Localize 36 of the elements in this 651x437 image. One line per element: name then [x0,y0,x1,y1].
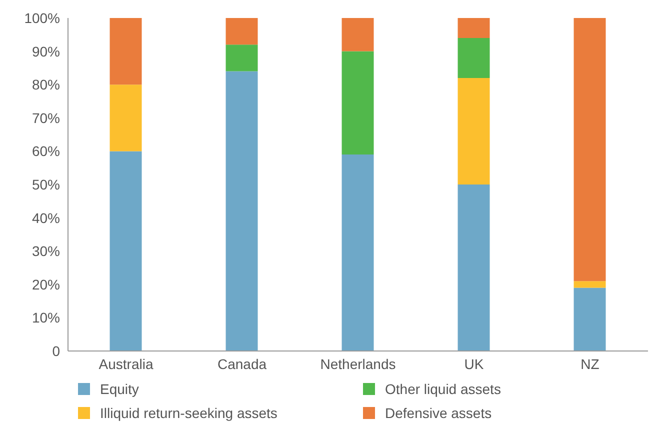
y-tick-label: 70% [32,110,60,126]
bar [110,84,142,152]
y-tick-label: 90% [32,43,60,60]
legend-label: Other liquid assets [385,381,501,397]
bar [342,18,374,52]
x-tick-label: NZ [580,356,600,372]
bar [110,151,142,351]
bar [458,38,490,78]
bar [342,154,374,351]
y-tick-label: 50% [32,176,60,192]
y-tick-label: 100% [24,10,60,26]
bar [574,18,606,282]
y-tick-label: 80% [32,76,60,93]
bar [458,78,490,184]
bar [458,184,490,351]
bar [226,18,258,45]
x-tick-label: UK [464,356,484,372]
bar [574,281,606,288]
x-tick-label: Canada [217,356,267,372]
bar [342,51,374,155]
bar [110,18,142,85]
legend-label: Illiquid return-seeking assets [100,405,278,421]
bar [574,288,606,351]
y-tick-label: 20% [32,276,60,292]
y-tick-label: 30% [32,243,60,260]
y-tick-label: 0 [52,342,60,359]
bar [458,18,490,38]
y-tick-label: 40% [32,210,60,226]
y-tick-label: 60% [32,143,60,160]
y-tick-label: 10% [32,310,60,326]
bar [226,71,258,351]
x-tick-label: Netherlands [320,356,396,372]
x-tick-label: Australia [98,356,154,372]
legend-label: Equity [100,381,139,397]
legend-label: Defensive assets [385,405,492,421]
bar [226,44,258,72]
